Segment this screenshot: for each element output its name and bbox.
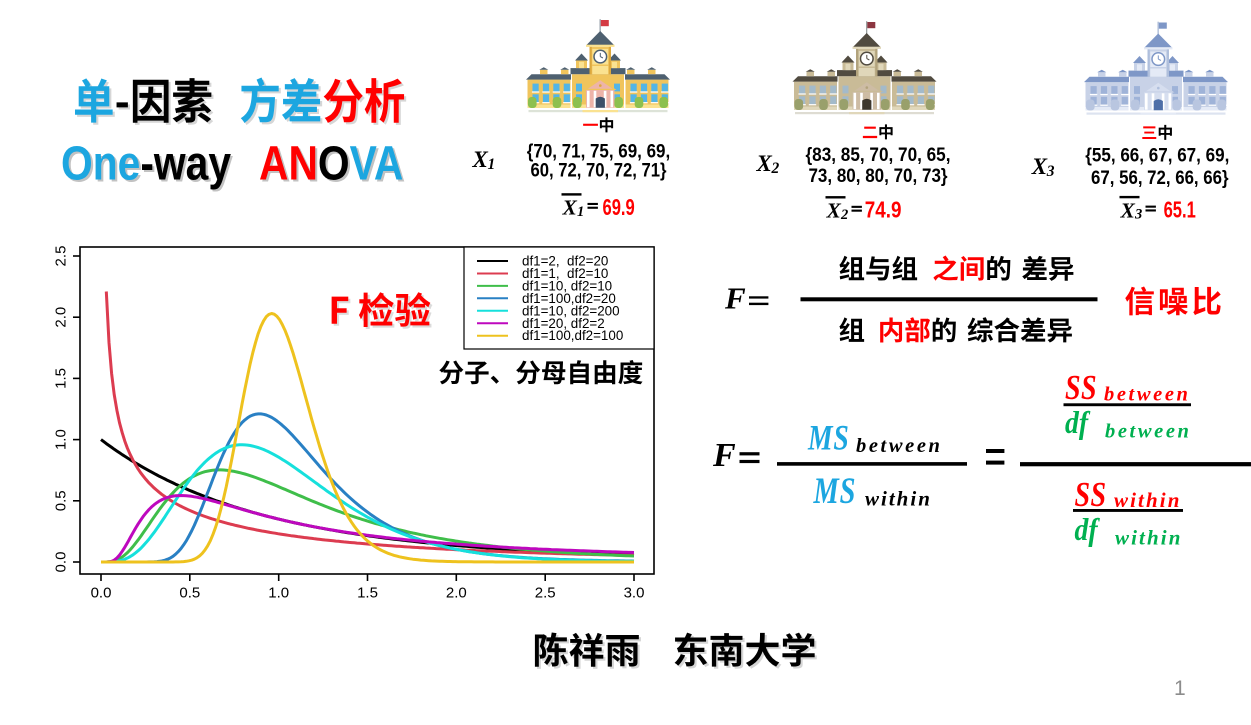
- svg-text:{70, 71, 75, 69, 69,: {70, 71, 75, 69, 69,: [527, 140, 670, 162]
- svg-text:within: within: [1115, 526, 1182, 550]
- svg-text:df1=1, df2=10: df1=1, df2=10: [522, 266, 608, 281]
- svg-text:2: 2: [771, 160, 780, 177]
- svg-text:2.0: 2.0: [52, 307, 69, 328]
- svg-text:60, 72, 70, 72, 71}: 60, 72, 70, 72, 71}: [530, 159, 666, 181]
- svg-text:1: 1: [577, 204, 584, 220]
- svg-text:df1=100,df2=100: df1=100,df2=100: [522, 328, 623, 343]
- svg-text:2.0: 2.0: [446, 585, 467, 602]
- svg-text:3.0: 3.0: [624, 585, 645, 602]
- svg-text:0.0: 0.0: [91, 585, 112, 602]
- svg-text:73, 80, 80, 70, 73}: 73, 80, 80, 70, 73}: [808, 165, 947, 187]
- svg-text:2: 2: [840, 207, 848, 223]
- svg-text:X: X: [1120, 198, 1136, 222]
- svg-text:X: X: [562, 196, 578, 220]
- svg-text:2.5: 2.5: [52, 246, 69, 267]
- svg-text:One-way: One-way: [61, 137, 231, 190]
- svg-text:df1=10, df2=200: df1=10, df2=200: [522, 303, 620, 318]
- svg-text:67, 56, 72, 66, 66}: 67, 56, 72, 66, 66}: [1091, 167, 1229, 189]
- svg-text:SS: SS: [1065, 368, 1097, 407]
- svg-text:X: X: [472, 147, 489, 172]
- svg-text:1.5: 1.5: [357, 585, 378, 602]
- svg-text:between: between: [856, 435, 943, 457]
- svg-text:X: X: [826, 199, 842, 223]
- svg-text:0.0: 0.0: [52, 552, 69, 573]
- svg-text:1: 1: [488, 156, 496, 173]
- svg-text:ANOVA: ANOVA: [259, 137, 403, 190]
- svg-text:3: 3: [1134, 207, 1142, 223]
- svg-text:74.9: 74.9: [865, 198, 902, 223]
- svg-text:between: between: [1104, 384, 1191, 406]
- svg-text:X: X: [1031, 154, 1048, 179]
- svg-text:{83, 85, 70, 70, 65,: {83, 85, 70, 70, 65,: [806, 144, 951, 166]
- svg-text:df: df: [1065, 406, 1091, 440]
- svg-text:1.5: 1.5: [52, 368, 69, 389]
- svg-text:df: df: [1075, 513, 1101, 547]
- svg-text:SS: SS: [1075, 475, 1107, 514]
- svg-text:within: within: [865, 487, 932, 511]
- svg-text:{55, 66, 67, 67, 69,: {55, 66, 67, 67, 69,: [1085, 144, 1229, 166]
- svg-text:within: within: [1114, 488, 1181, 512]
- svg-text:ANOVA: ANOVA: [261, 139, 405, 192]
- svg-text:0.5: 0.5: [179, 585, 200, 602]
- svg-text:One-way: One-way: [63, 139, 233, 192]
- svg-text:MS: MS: [813, 472, 857, 512]
- svg-text:F: F: [724, 281, 746, 316]
- svg-text:69.9: 69.9: [603, 195, 635, 220]
- svg-text:df1=20, df2=2: df1=20, df2=2: [522, 316, 605, 331]
- svg-text:1.0: 1.0: [268, 585, 289, 602]
- svg-text:2.5: 2.5: [535, 585, 556, 602]
- svg-text:0.5: 0.5: [52, 490, 69, 511]
- svg-text:between: between: [1105, 421, 1192, 443]
- svg-text:df1=10, df2=10: df1=10, df2=10: [522, 278, 612, 293]
- svg-text:F: F: [712, 437, 736, 474]
- svg-text:MS: MS: [807, 418, 849, 457]
- svg-text:X: X: [756, 151, 773, 176]
- svg-text:1.0: 1.0: [52, 429, 69, 450]
- svg-text:df1=100,df2=20: df1=100,df2=20: [522, 291, 616, 306]
- svg-text:65.1: 65.1: [1164, 198, 1196, 223]
- svg-text:1: 1: [1174, 677, 1186, 700]
- svg-text:df1=2, df2=20: df1=2, df2=20: [522, 254, 608, 269]
- svg-text:3: 3: [1046, 163, 1055, 180]
